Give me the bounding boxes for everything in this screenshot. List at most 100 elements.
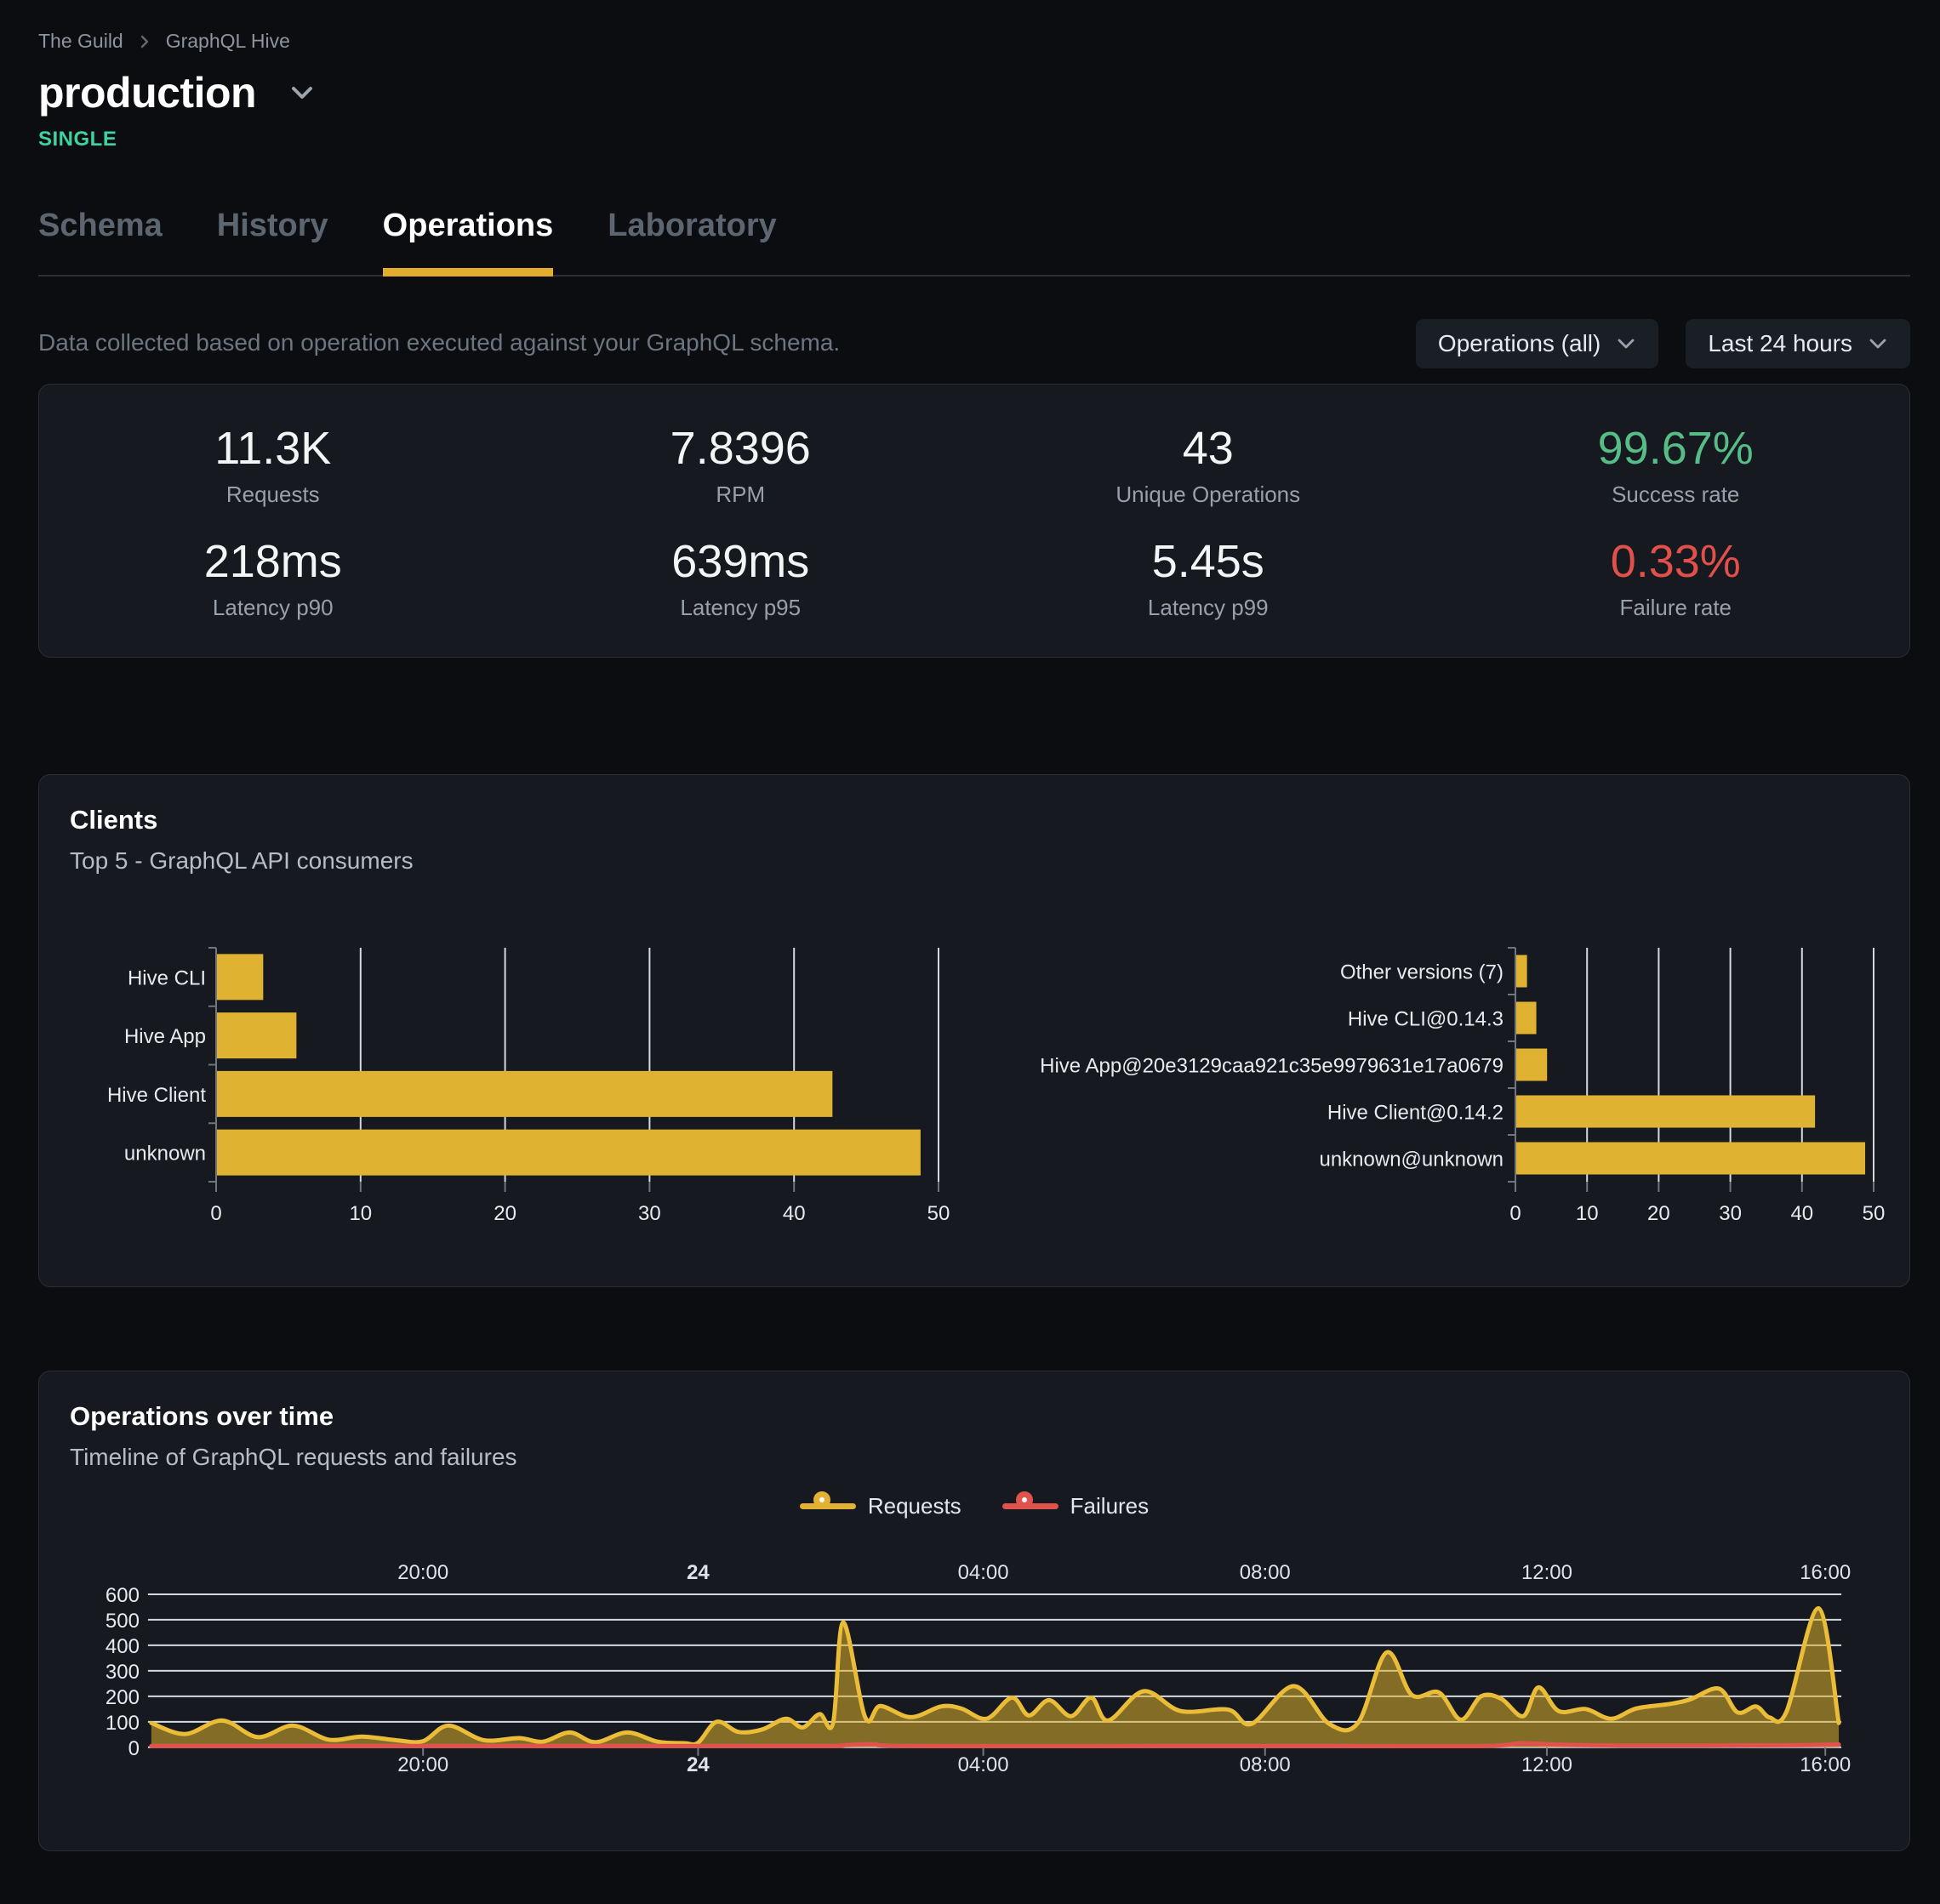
legend-failures-label: Failures	[1070, 1492, 1150, 1519]
operations-panel-subtitle: Timeline of GraphQL requests and failure…	[70, 1444, 517, 1470]
tab-bar: Schema History Operations Laboratory	[38, 208, 1910, 276]
svg-text:50: 50	[1863, 1202, 1886, 1225]
stat-unique-operations: 43 Unique Operations	[974, 422, 1442, 508]
clients-panel-subtitle: Top 5 - GraphQL API consumers	[70, 847, 414, 874]
stat-latency-p99: 5.45s Latency p99	[974, 535, 1442, 621]
period-value: Last 24 hours	[1708, 330, 1852, 356]
stat-requests: 11.3K Requests	[39, 422, 507, 508]
stat-success-rate-label: Success rate	[1612, 482, 1740, 507]
main-content: Data collected based on operation execut…	[0, 319, 1940, 1851]
stat-latency-p95: 639ms Latency p95	[507, 535, 975, 621]
stat-requests-label: Requests	[225, 482, 320, 507]
svg-text:30: 30	[1719, 1202, 1742, 1225]
chevron-down-icon[interactable]	[288, 83, 316, 102]
stat-latency-p90: 218ms Latency p90	[39, 535, 507, 621]
svg-text:04:00: 04:00	[958, 1561, 1009, 1584]
svg-text:Hive CLI: Hive CLI	[128, 966, 206, 989]
svg-text:Other versions (7): Other versions (7)	[1340, 961, 1504, 984]
stat-latency-p90-label: Latency p90	[212, 595, 334, 620]
svg-text:20:00: 20:00	[397, 1561, 448, 1584]
svg-text:Hive Client: Hive Client	[107, 1084, 206, 1107]
svg-text:10: 10	[1576, 1202, 1599, 1225]
svg-text:40: 40	[1790, 1202, 1813, 1225]
stat-unique-operations-value: 43	[1182, 423, 1234, 474]
breadcrumb: The Guild GraphQL Hive	[38, 30, 1910, 53]
collection-note: Data collected based on operation execut…	[38, 329, 841, 356]
page-header: The Guild GraphQL Hive production SINGLE…	[0, 0, 1940, 276]
tab-history[interactable]: History	[216, 208, 328, 243]
svg-text:08:00: 08:00	[1240, 1753, 1291, 1776]
svg-text:300: 300	[106, 1661, 140, 1684]
stat-rpm-value: 7.8396	[670, 423, 811, 474]
stat-latency-p99-value: 5.45s	[1151, 536, 1264, 587]
period-dropdown[interactable]: Last 24 hours	[1686, 319, 1910, 368]
svg-text:50: 50	[927, 1202, 950, 1225]
breadcrumb-project-link[interactable]: GraphQL Hive	[165, 30, 290, 52]
operations-filter-value: Operations (all)	[1437, 330, 1601, 356]
svg-text:0: 0	[1509, 1202, 1521, 1225]
svg-text:Hive Client@0.14.2: Hive Client@0.14.2	[1327, 1102, 1504, 1125]
timeline-legend: Requests Failures	[39, 1487, 1909, 1525]
legend-item-failures[interactable]: Failures	[1001, 1491, 1150, 1521]
clients-bar-chart: 0 10 20 30 40 50 Hive CLI Hive App Hive Client un…	[39, 941, 967, 1230]
chevron-right-icon	[137, 34, 152, 49]
svg-text:24: 24	[687, 1561, 710, 1584]
svg-text:24: 24	[687, 1753, 710, 1776]
stat-failure-rate-value: 0.33%	[1610, 536, 1741, 587]
svg-text:Hive App: Hive App	[124, 1025, 206, 1048]
requests-series-icon	[799, 1491, 856, 1521]
svg-text:Hive App@20e3129caa921c35e9979: Hive App@20e3129caa921c35e9979631e17a067…	[1040, 1055, 1504, 1078]
svg-text:08:00: 08:00	[1240, 1561, 1291, 1584]
svg-text:04:00: 04:00	[958, 1753, 1009, 1776]
chevron-down-icon	[1868, 337, 1888, 351]
clients-panel: Clients Top 5 - GraphQL API consumers 0 1…	[38, 774, 1910, 1287]
stat-unique-operations-label: Unique Operations	[1116, 482, 1301, 507]
operations-over-time-panel: Operations over time Timeline of GraphQL…	[38, 1371, 1910, 1851]
stat-success-rate: 99.67% Success rate	[1442, 422, 1910, 508]
operations-panel-title: Operations over time	[70, 1401, 334, 1431]
svg-text:0: 0	[128, 1737, 140, 1760]
svg-text:10: 10	[349, 1202, 372, 1225]
legend-requests-label: Requests	[867, 1492, 961, 1519]
operations-filter-dropdown[interactable]: Operations (all)	[1415, 319, 1659, 368]
svg-text:16:00: 16:00	[1800, 1753, 1851, 1776]
tab-schema[interactable]: Schema	[38, 208, 163, 243]
breadcrumb-org-link[interactable]: The Guild	[38, 30, 123, 52]
target-mode-badge: SINGLE	[38, 128, 117, 151]
chevron-down-icon	[1616, 337, 1636, 351]
operations-timeline-chart: 0 100 200 300 400 500 600 20:00 20:00 24 24 04:00 04…	[39, 1555, 1909, 1785]
stat-requests-value: 11.3K	[214, 423, 332, 474]
stat-latency-p99-label: Latency p99	[1147, 595, 1269, 620]
stat-success-rate-value: 99.67%	[1597, 423, 1754, 474]
page-title: production	[38, 69, 257, 117]
stat-latency-p95-label: Latency p95	[680, 595, 802, 620]
svg-text:40: 40	[783, 1202, 806, 1225]
svg-text:30: 30	[638, 1202, 661, 1225]
legend-item-requests[interactable]: Requests	[799, 1491, 961, 1521]
svg-text:20: 20	[1647, 1202, 1670, 1225]
svg-text:0: 0	[210, 1202, 221, 1225]
stat-rpm: 7.8396 RPM	[507, 422, 975, 508]
svg-text:20: 20	[494, 1202, 516, 1225]
svg-text:500: 500	[106, 1610, 140, 1633]
stats-summary-card: 11.3K Requests 7.8396 RPM 43 Unique Oper…	[38, 384, 1910, 658]
clients-panel-title: Clients	[70, 805, 158, 835]
stat-latency-p90-value: 218ms	[203, 536, 342, 587]
svg-text:unknown@unknown: unknown@unknown	[1319, 1149, 1504, 1171]
svg-text:unknown: unknown	[124, 1143, 206, 1166]
svg-text:200: 200	[106, 1686, 140, 1709]
stat-latency-p95-value: 639ms	[671, 536, 810, 587]
svg-text:12:00: 12:00	[1521, 1753, 1572, 1776]
stat-failure-rate: 0.33% Failure rate	[1442, 535, 1910, 621]
svg-text:600: 600	[106, 1584, 140, 1607]
stat-failure-rate-label: Failure rate	[1619, 595, 1732, 620]
stat-rpm-label: RPM	[716, 482, 766, 507]
svg-text:400: 400	[106, 1635, 140, 1658]
failures-series-icon	[1001, 1491, 1058, 1521]
svg-text:16:00: 16:00	[1800, 1561, 1851, 1584]
tab-operations[interactable]: Operations	[382, 208, 554, 276]
svg-text:Hive CLI@0.14.3: Hive CLI@0.14.3	[1348, 1008, 1504, 1031]
svg-text:20:00: 20:00	[397, 1753, 448, 1776]
client-versions-bar-chart: 0 10 20 30 40 50 Other versions (7) Hive CLI@0.…	[967, 941, 1911, 1230]
tab-laboratory[interactable]: Laboratory	[608, 208, 777, 243]
